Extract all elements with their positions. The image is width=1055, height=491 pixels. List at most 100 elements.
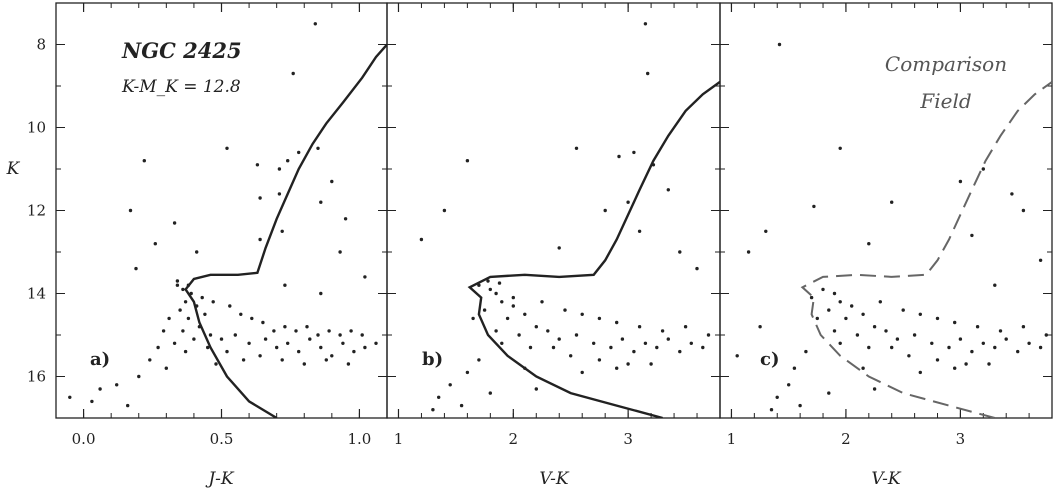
star-point [615,366,619,370]
star-point [930,341,934,345]
star-point [192,337,196,341]
star-point [861,366,865,370]
star-point [363,345,367,350]
star-point [181,329,185,333]
star-point [233,333,237,337]
star-point [580,312,584,316]
panel-a-label: a) [90,349,110,370]
star-point [981,341,985,345]
star-point [861,312,865,316]
star-point [175,279,180,283]
star-point [993,283,997,287]
star-point [258,196,262,200]
star-point [872,325,877,329]
star-point [620,337,625,341]
star-point [970,233,974,238]
star-point [758,325,762,329]
star-point [890,200,894,204]
star-point [617,154,621,159]
star-point [1038,258,1043,262]
star-point [228,304,232,308]
star-point [352,349,356,354]
star-point [651,163,656,167]
star-point [689,341,693,345]
star-point [181,287,185,292]
star-point [838,341,842,345]
star-point [655,345,659,350]
star-point [324,358,328,362]
star-point [574,146,579,150]
y-tick-label: 10 [27,119,46,137]
star-point [511,304,515,308]
star-point [603,208,607,213]
star-point [280,358,284,362]
star-point [442,208,447,213]
star-point [148,358,152,362]
star-point [283,283,287,287]
star-point [156,345,160,350]
star-point [787,383,791,387]
star-point [167,316,171,321]
star-point [189,291,193,296]
star-point [330,354,334,358]
star-point [935,316,940,321]
star-point [448,383,452,387]
star-point [912,333,917,337]
star-point [867,345,871,350]
star-point [319,345,323,350]
star-point [200,295,204,300]
star-point [901,308,905,312]
star-point [183,300,188,304]
star-point [683,325,688,329]
star-point [523,366,527,370]
star-point [775,395,779,399]
star-point [327,329,331,333]
star-point [1004,337,1008,341]
star-point [792,366,797,370]
star-point [592,341,596,345]
star-point [297,150,301,155]
star-point [137,374,141,379]
star-point [815,316,819,321]
star-point [431,408,435,412]
star-point [305,325,309,329]
star-point [735,354,739,358]
star-point [494,291,498,296]
panel-b-label: b) [422,349,443,370]
star-point [280,229,284,233]
star-point [666,188,670,192]
star-point [958,337,963,341]
star-point [374,341,378,345]
star-point [98,387,102,391]
star-point [1044,333,1049,337]
star-point [203,312,207,316]
star-point [277,167,282,171]
star-point [809,295,814,300]
panel-a-xlabel: J-K [205,469,235,489]
star-point [294,329,298,333]
star-point [574,333,579,337]
star-point [1027,341,1031,345]
star-point [283,325,287,329]
star-point [164,366,168,370]
star-point [637,229,642,233]
star-point [437,395,441,399]
panel-b-plot: 1 2 3 [387,2,721,448]
star-point [918,312,922,316]
star-point [804,349,808,354]
star-point [178,308,182,312]
star-point [482,308,487,312]
star-point [272,329,276,333]
star-point [557,337,561,341]
star-point [497,281,502,285]
star-point [172,221,177,225]
star-point [505,316,510,321]
star-point [827,308,831,312]
star-point [646,71,650,76]
star-point [987,362,991,366]
star-point [250,316,254,321]
star-point [363,275,367,279]
star-point [632,349,636,354]
star-point [597,316,602,321]
